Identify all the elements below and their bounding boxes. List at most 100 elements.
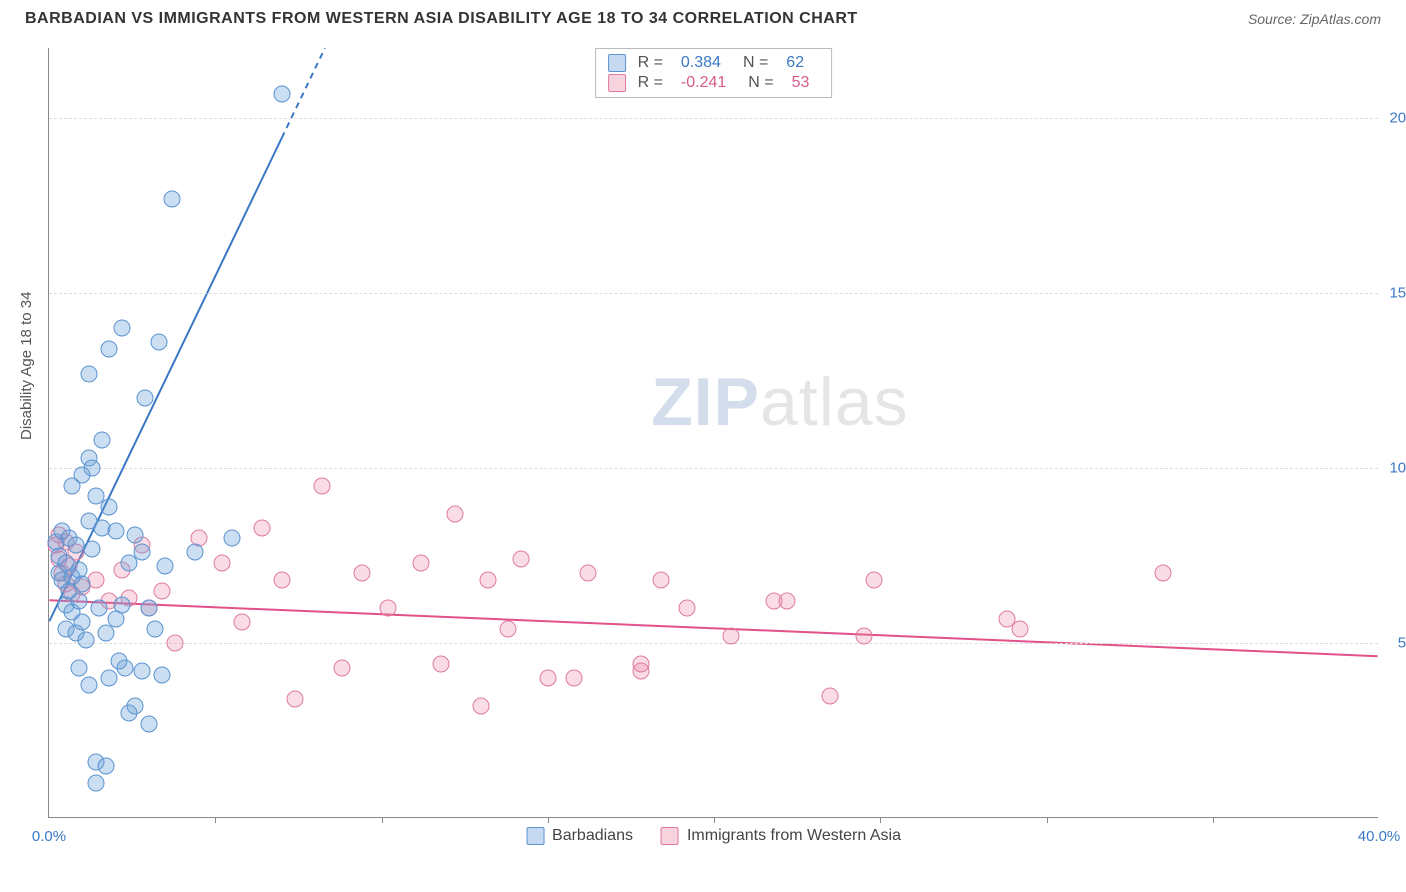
scatter-point	[114, 596, 131, 613]
scatter-point	[1154, 565, 1171, 582]
swatch-pink-icon	[661, 827, 679, 845]
scatter-point	[380, 600, 397, 617]
chart-plot-area: ZIPatlas R = 0.384 N = 62 R = -0.241 N =…	[48, 48, 1378, 818]
scatter-point	[499, 621, 516, 638]
scatter-point	[353, 565, 370, 582]
y-tick-label: 5.0%	[1398, 635, 1406, 652]
scatter-point	[539, 670, 556, 687]
x-tick	[382, 817, 383, 823]
scatter-point	[84, 540, 101, 557]
scatter-point	[127, 526, 144, 543]
y-axis-label: Disability Age 18 to 34	[18, 292, 35, 440]
scatter-point	[1011, 621, 1028, 638]
scatter-point	[64, 477, 81, 494]
scatter-point	[87, 775, 104, 792]
scatter-point	[127, 698, 144, 715]
scatter-point	[865, 572, 882, 589]
x-tick	[880, 817, 881, 823]
source-attribution: Source: ZipAtlas.com	[1248, 11, 1381, 27]
scatter-point	[333, 659, 350, 676]
scatter-point	[134, 663, 151, 680]
x-tick-label: 40.0%	[1358, 828, 1401, 845]
watermark: ZIPatlas	[651, 363, 908, 441]
scatter-point	[652, 572, 669, 589]
scatter-point	[70, 659, 87, 676]
scatter-point	[822, 687, 839, 704]
x-tick	[714, 817, 715, 823]
scatter-point	[273, 572, 290, 589]
stats-row-pink: R = -0.241 N = 53	[608, 73, 820, 93]
scatter-point	[74, 614, 91, 631]
legend-label: Barbadians	[552, 827, 633, 845]
scatter-point	[157, 558, 174, 575]
x-tick-label: 0.0%	[32, 828, 66, 845]
gridline	[49, 293, 1378, 294]
chart-title: BARBADIAN VS IMMIGRANTS FROM WESTERN ASI…	[25, 10, 858, 28]
scatter-point	[187, 544, 204, 561]
scatter-point	[273, 85, 290, 102]
scatter-point	[473, 698, 490, 715]
scatter-point	[213, 554, 230, 571]
scatter-point	[100, 498, 117, 515]
scatter-point	[513, 551, 530, 568]
stats-row-blue: R = 0.384 N = 62	[608, 53, 820, 73]
scatter-point	[97, 624, 114, 641]
scatter-point	[154, 666, 171, 683]
scatter-point	[74, 575, 91, 592]
y-tick-label: 10.0%	[1389, 460, 1406, 477]
y-tick-label: 20.0%	[1389, 110, 1406, 127]
x-tick	[215, 817, 216, 823]
scatter-point	[566, 670, 583, 687]
scatter-point	[77, 631, 94, 648]
scatter-point	[107, 523, 124, 540]
scatter-point	[150, 334, 167, 351]
scatter-point	[97, 757, 114, 774]
scatter-point	[233, 614, 250, 631]
scatter-point	[433, 656, 450, 673]
scatter-point	[287, 691, 304, 708]
x-tick	[1213, 817, 1214, 823]
scatter-point	[90, 600, 107, 617]
scatter-point	[632, 656, 649, 673]
scatter-point	[80, 365, 97, 382]
scatter-point	[114, 320, 131, 337]
scatter-point	[140, 715, 157, 732]
x-tick	[1047, 817, 1048, 823]
swatch-blue-icon	[526, 827, 544, 845]
scatter-point	[94, 432, 111, 449]
scatter-point	[167, 635, 184, 652]
scatter-point	[579, 565, 596, 582]
scatter-point	[679, 600, 696, 617]
scatter-point	[164, 190, 181, 207]
scatter-point	[446, 505, 463, 522]
scatter-point	[67, 537, 84, 554]
scatter-point	[779, 593, 796, 610]
y-tick-label: 15.0%	[1389, 285, 1406, 302]
scatter-point	[80, 677, 97, 694]
scatter-point	[479, 572, 496, 589]
gridline	[49, 468, 1378, 469]
scatter-point	[147, 621, 164, 638]
scatter-point	[154, 582, 171, 599]
scatter-point	[855, 628, 872, 645]
gridline	[49, 118, 1378, 119]
legend: Barbadians Immigrants from Western Asia	[526, 827, 901, 845]
legend-item-pink: Immigrants from Western Asia	[661, 827, 901, 845]
scatter-point	[134, 544, 151, 561]
scatter-point	[100, 670, 117, 687]
scatter-point	[722, 628, 739, 645]
x-tick	[548, 817, 549, 823]
legend-item-blue: Barbadians	[526, 827, 633, 845]
scatter-point	[70, 593, 87, 610]
scatter-point	[253, 519, 270, 536]
swatch-blue-icon	[608, 54, 626, 72]
scatter-point	[137, 390, 154, 407]
legend-label: Immigrants from Western Asia	[687, 827, 901, 845]
scatter-point	[413, 554, 430, 571]
scatter-point	[140, 600, 157, 617]
trend-lines	[49, 48, 1378, 817]
swatch-pink-icon	[608, 74, 626, 92]
scatter-point	[110, 652, 127, 669]
scatter-point	[100, 341, 117, 358]
stats-box: R = 0.384 N = 62 R = -0.241 N = 53	[595, 48, 833, 98]
